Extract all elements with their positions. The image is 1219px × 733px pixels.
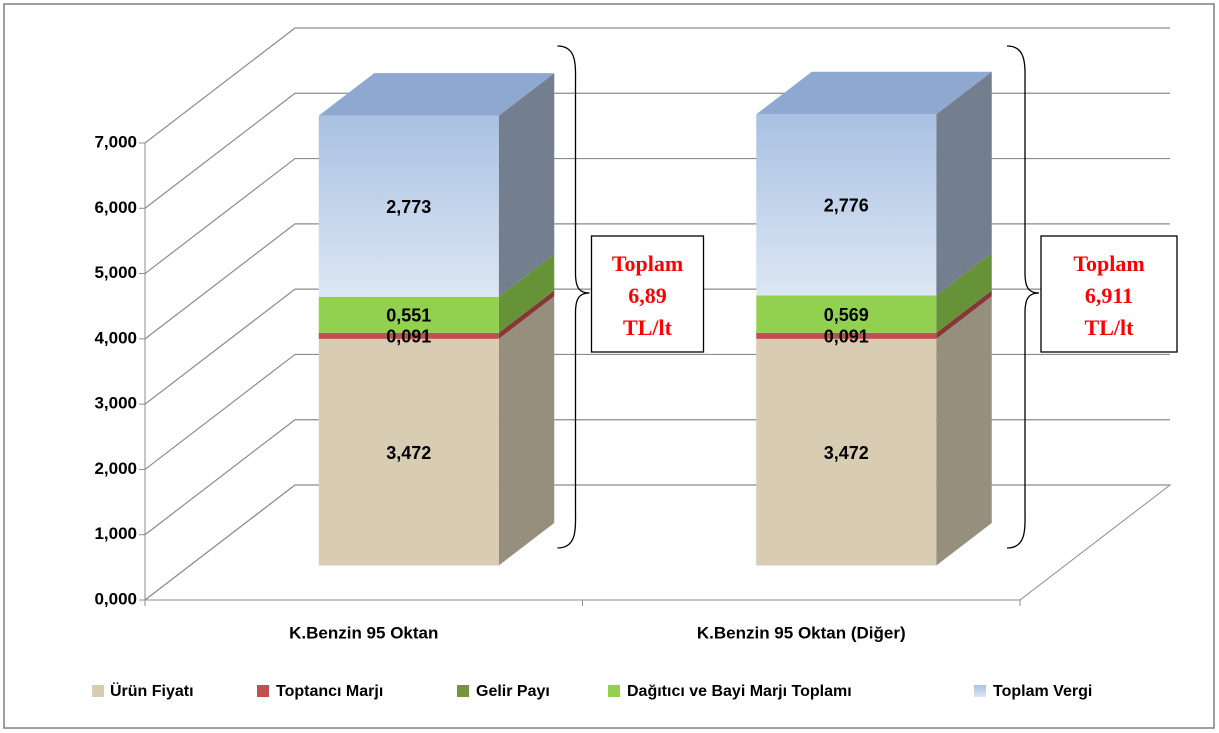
data-label: 0,551 <box>386 305 431 325</box>
brace <box>1006 45 1040 549</box>
annotation-text: Toplam <box>612 251 683 276</box>
bar-side <box>936 290 992 339</box>
data-label: 0,091 <box>824 327 869 347</box>
y-tick-label: 4,000 <box>94 328 137 347</box>
legend-label: Ürün Fiyatı <box>110 681 194 700</box>
y-tick-label: 3,000 <box>94 394 137 413</box>
bar-side <box>498 290 555 333</box>
data-label: 2,773 <box>386 197 431 217</box>
y-tick-label: 5,000 <box>94 263 137 282</box>
annotation-text: 6,911 <box>1085 283 1133 308</box>
legend-label: Toplam Vergi <box>993 683 1092 700</box>
legend-swatch <box>974 685 986 697</box>
bar-segment <box>318 332 499 339</box>
bar-side <box>498 254 555 333</box>
y-tick-label: 7,000 <box>94 132 137 151</box>
legend-swatch <box>608 685 620 697</box>
y-tick-label: 2,000 <box>94 459 137 478</box>
annotation-text: TL/lt <box>1085 315 1135 340</box>
grid-line <box>144 27 1170 144</box>
bar-top <box>318 73 555 116</box>
bar-top <box>756 71 992 115</box>
data-label: 3,472 <box>386 443 431 463</box>
legend-label: Dağıtıcı ve Bayi Marjı Toplamı <box>627 683 852 700</box>
data-label: 2,776 <box>824 196 869 216</box>
bar-side <box>498 73 555 297</box>
x-tick-label: K.Benzin 95 Oktan <box>289 623 438 642</box>
x-tick-label: K.Benzin 95 Oktan (Diğer) <box>697 623 906 642</box>
brace <box>557 45 590 549</box>
bar-segment <box>318 296 499 333</box>
bar-segment <box>756 114 937 296</box>
annotation-text: TL/lt <box>623 315 673 340</box>
legend-label: Gelir Payı <box>476 683 550 700</box>
data-label: 3,472 <box>824 443 869 463</box>
bar-side <box>936 71 992 296</box>
bar-segment <box>318 115 499 297</box>
chart-border <box>3 3 1215 729</box>
legend-swatch <box>92 685 104 697</box>
bar-side <box>936 296 992 566</box>
y-tick-label: 6,000 <box>94 198 137 217</box>
legend-swatch <box>457 685 469 697</box>
bar-segment <box>756 338 937 566</box>
y-tick-label: 0,000 <box>94 589 137 608</box>
data-label: 0,091 <box>386 327 431 347</box>
legend-label: Toptancı Marjı <box>276 683 383 700</box>
annotation-box <box>590 235 705 353</box>
bar-segment <box>318 338 499 566</box>
y-tick-label: 1,000 <box>94 524 137 543</box>
bar-side <box>498 296 555 566</box>
bar-side <box>936 290 992 333</box>
bar-side <box>498 290 555 339</box>
bar-segment <box>756 332 937 339</box>
bar-side <box>936 252 992 333</box>
annotation-box <box>1040 235 1178 353</box>
bar-segment <box>756 295 937 333</box>
annotation-text: Toplam <box>1073 251 1144 276</box>
data-label: 0,569 <box>824 305 869 325</box>
legend-swatch <box>257 685 269 697</box>
annotation-text: 6,89 <box>628 283 667 308</box>
